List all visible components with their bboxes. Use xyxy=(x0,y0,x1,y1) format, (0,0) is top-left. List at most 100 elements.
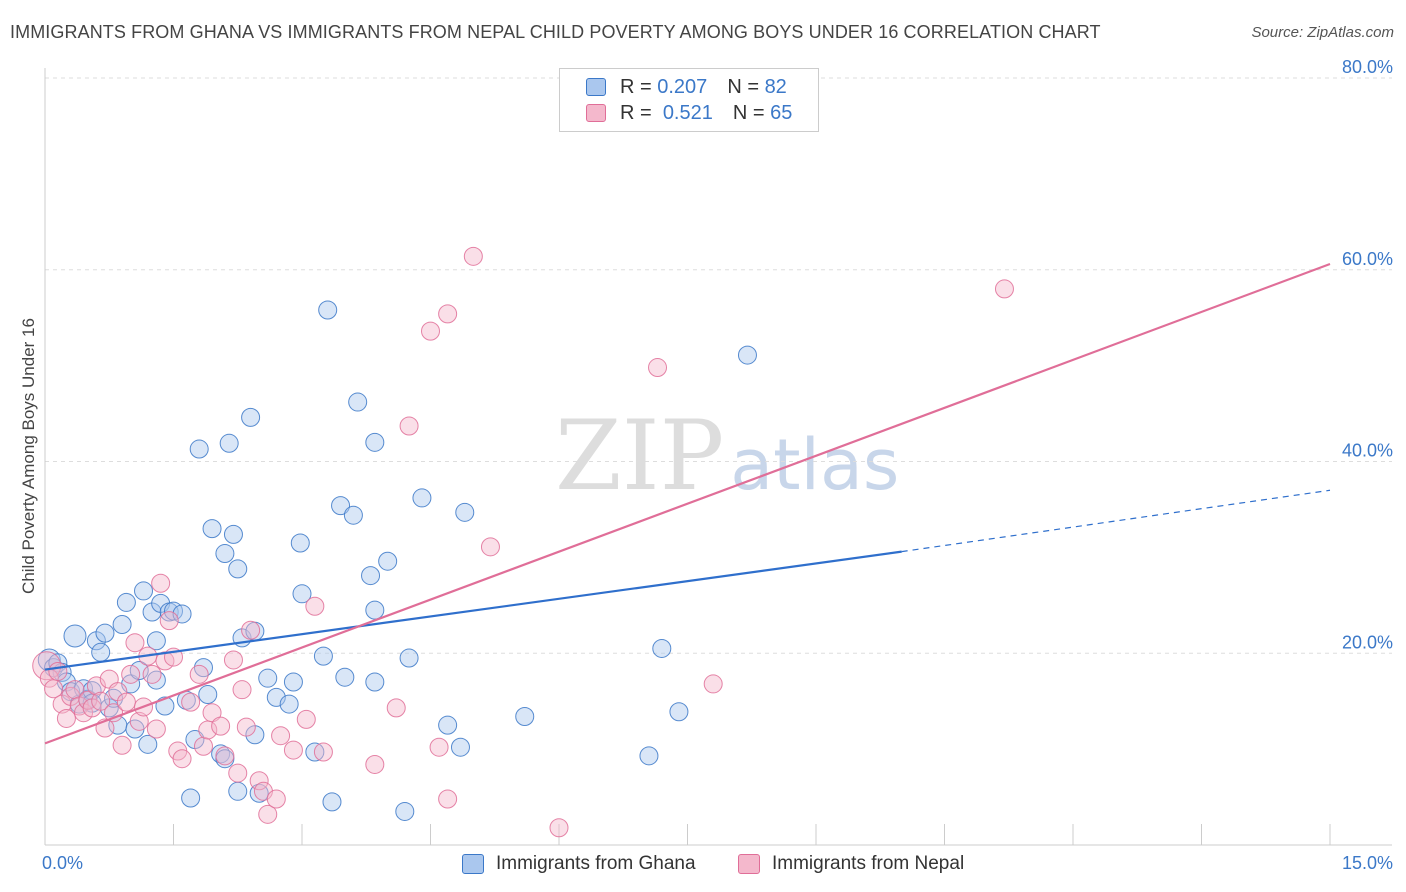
point-nepal xyxy=(266,789,286,809)
point-nepal xyxy=(703,674,723,694)
point-nepal xyxy=(249,771,269,791)
point-nepal xyxy=(232,680,252,700)
point-nepal xyxy=(116,692,136,712)
point-nepal xyxy=(193,736,213,756)
legend-row-ghana: R = 0.207 N = 82 xyxy=(586,75,787,99)
trend-line-nepal xyxy=(44,262,1331,745)
point-nepal xyxy=(313,742,333,762)
point-ghana xyxy=(399,648,419,668)
point-ghana xyxy=(228,781,248,801)
point-nepal xyxy=(271,726,291,746)
point-ghana xyxy=(198,684,218,704)
point-nepal xyxy=(189,664,209,684)
y-tick-label-40: 40.0% xyxy=(1342,441,1393,461)
point-ghana xyxy=(279,694,299,714)
point-nepal xyxy=(159,611,179,631)
point-ghana xyxy=(258,668,278,688)
legend-ghana-r-value: 0.207 xyxy=(657,75,708,98)
source-label: Source: ZipAtlas.com xyxy=(1251,24,1394,41)
point-ghana xyxy=(365,600,385,620)
point-nepal xyxy=(56,708,76,728)
point-nepal xyxy=(121,664,141,684)
point-nepal xyxy=(74,703,94,723)
point-ghana xyxy=(412,488,432,508)
correlation-legend: R = 0.207 N = 82 R = 0.521 N = 65 xyxy=(559,68,819,132)
point-ghana xyxy=(335,667,355,687)
point-ghana xyxy=(189,439,209,459)
point-ghana xyxy=(283,672,303,692)
bottom-legend-nepal: Immigrants from Nepal xyxy=(738,852,964,876)
bottom-legend-swatch-ghana xyxy=(462,854,484,874)
point-ghana xyxy=(343,505,363,525)
point-nepal xyxy=(228,763,248,783)
point-nepal xyxy=(648,358,668,378)
trend-lines xyxy=(44,262,1331,745)
legend-ghana-n-value: 82 xyxy=(764,75,787,98)
bottom-legend-label-ghana: Immigrants from Ghana xyxy=(496,853,696,874)
y-tick-label-80: 80.0% xyxy=(1342,57,1393,77)
legend-nepal-n-label: N = xyxy=(732,101,765,124)
point-nepal xyxy=(480,537,500,557)
legend-row-nepal: R = 0.521 N = 65 xyxy=(586,101,792,125)
point-nepal xyxy=(305,596,325,616)
point-nepal xyxy=(258,804,278,824)
legend-swatch-nepal xyxy=(586,104,606,122)
point-nepal xyxy=(236,717,256,737)
point-ghana xyxy=(322,792,342,812)
point-nepal xyxy=(125,633,145,653)
point-ghana xyxy=(639,746,659,766)
point-nepal xyxy=(438,789,458,809)
point-ghana xyxy=(91,642,111,662)
point-ghana xyxy=(241,407,261,427)
bottom-legend-label-nepal: Immigrants from Nepal xyxy=(772,853,965,874)
point-ghana xyxy=(215,544,235,564)
point-ghana xyxy=(146,631,166,651)
point-ghana xyxy=(365,672,385,692)
series-nepal-points xyxy=(32,246,1014,838)
legend-ghana-r-label: R = xyxy=(620,75,652,98)
watermark-atlas: atlas xyxy=(730,424,900,506)
point-nepal xyxy=(91,691,111,711)
point-nepal xyxy=(296,709,316,729)
bottom-legend-ghana: Immigrants from Ghana xyxy=(462,852,696,876)
bottom-legend-swatch-nepal xyxy=(738,854,760,874)
point-ghana xyxy=(438,715,458,735)
watermark: ZIPatlas xyxy=(555,400,899,512)
point-nepal xyxy=(112,735,132,755)
point-nepal xyxy=(65,680,85,700)
legend-nepal-n-value: 65 xyxy=(770,101,793,124)
point-nepal xyxy=(399,416,419,436)
point-ghana xyxy=(95,623,115,643)
point-nepal xyxy=(172,749,192,769)
point-nepal xyxy=(215,746,235,766)
point-ghana xyxy=(737,345,757,365)
point-ghana xyxy=(348,392,368,412)
legend-nepal-r-value: 0.521 xyxy=(662,101,713,124)
point-nepal xyxy=(48,661,68,681)
point-nepal xyxy=(181,692,201,712)
point-nepal xyxy=(549,818,569,838)
trend-line-ghana-extension xyxy=(901,489,1331,553)
point-nepal xyxy=(994,279,1014,299)
point-nepal xyxy=(223,650,243,670)
y-axis-label: Child Poverty Among Boys Under 16 xyxy=(19,318,38,594)
point-ghana xyxy=(313,646,333,666)
point-nepal xyxy=(365,754,385,774)
point-ghana xyxy=(228,559,248,579)
point-nepal xyxy=(386,698,406,718)
series-ghana-points xyxy=(37,300,757,821)
point-nepal xyxy=(129,711,149,731)
point-nepal xyxy=(142,664,162,684)
point-ghana xyxy=(292,584,312,604)
point-ghana xyxy=(318,300,338,320)
point-ghana xyxy=(290,533,310,553)
legend-ghana-n-label: N = xyxy=(727,75,759,98)
point-nepal xyxy=(421,321,440,341)
point-ghana xyxy=(219,433,239,453)
trend-line-ghana xyxy=(44,550,902,671)
point-nepal xyxy=(202,703,222,723)
chart-title: IMMIGRANTS FROM GHANA VS IMMIGRANTS FROM… xyxy=(10,22,1101,42)
point-ghana xyxy=(365,432,385,452)
point-ghana xyxy=(515,707,535,727)
